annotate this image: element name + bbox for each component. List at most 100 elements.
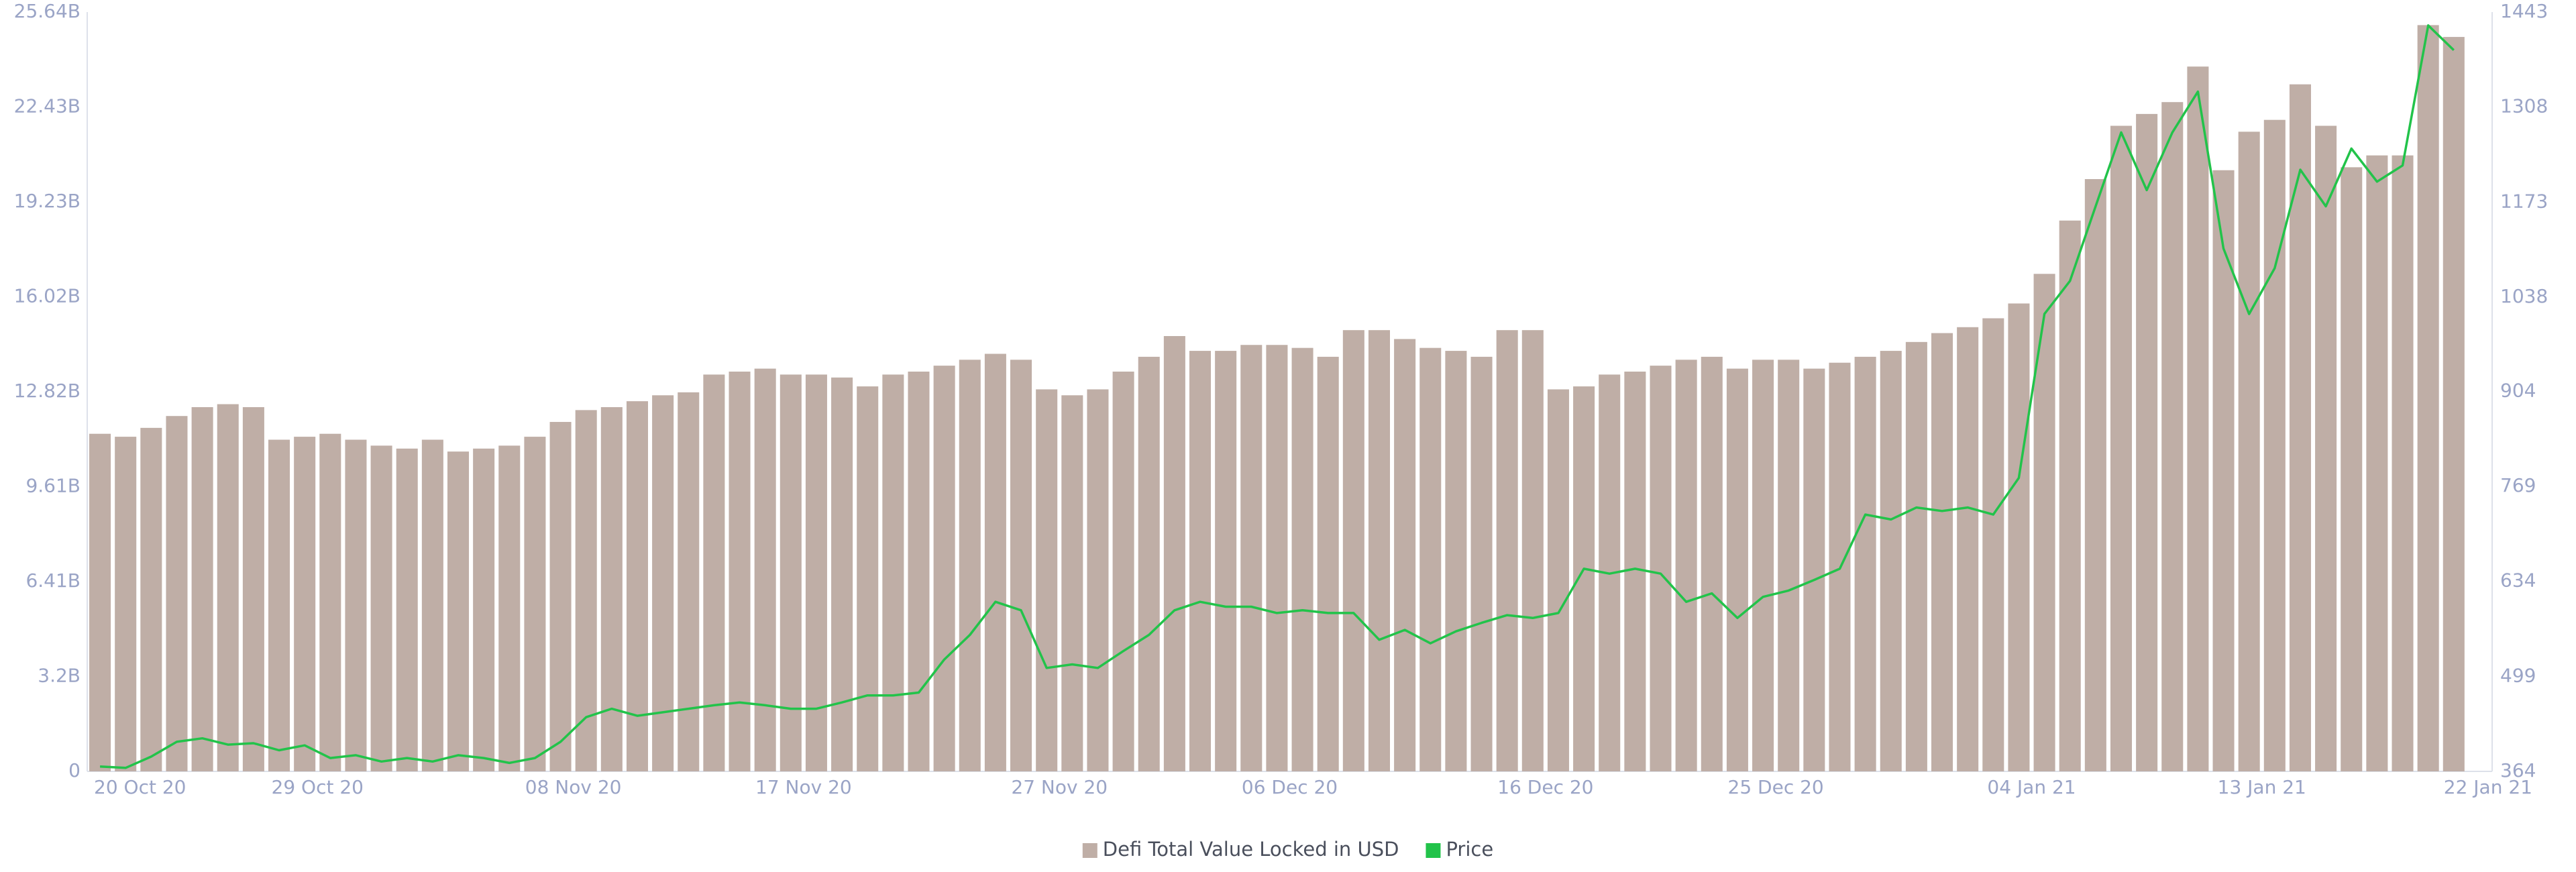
bar [1675, 360, 1697, 771]
y2-tick-label: 1308 [2500, 95, 2548, 117]
bar [575, 410, 597, 771]
y2-tick-label: 769 [2500, 474, 2536, 496]
bar [1061, 395, 1083, 771]
bar [1854, 356, 1876, 771]
bar [421, 439, 443, 771]
bar [549, 422, 572, 771]
bar [1931, 333, 1953, 771]
bar [754, 368, 776, 771]
y2-tick-label: 1443 [2500, 0, 2548, 22]
y-tick-label: 0 [68, 759, 80, 781]
bar [191, 406, 213, 771]
bar [2212, 170, 2235, 771]
legend-swatch [1426, 843, 1441, 858]
bar [959, 360, 981, 771]
bar [1317, 356, 1339, 771]
x-tick-label: 27 Nov 20 [1011, 776, 1108, 798]
bar [1650, 366, 1672, 771]
y2-tick-label: 634 [2500, 569, 2536, 592]
bar [1778, 360, 1800, 771]
bar [729, 371, 751, 771]
bar [1215, 351, 1237, 771]
bar [1138, 356, 1160, 771]
bar [600, 406, 623, 771]
y-tick-label: 3.2B [38, 665, 80, 687]
bar [1624, 371, 1646, 771]
bar [447, 451, 470, 771]
bar [1163, 335, 1185, 772]
bar [1087, 389, 1109, 771]
x-tick-label: 13 Jan 21 [2218, 776, 2306, 798]
bar [2263, 119, 2286, 772]
bar [1982, 318, 2004, 772]
bar [2366, 155, 2388, 771]
bar [780, 374, 802, 771]
bar [2136, 113, 2158, 772]
bar [345, 439, 367, 771]
bar [498, 445, 521, 771]
bar [857, 386, 879, 771]
bar [703, 374, 725, 771]
bar [1240, 345, 1263, 771]
bar [1445, 351, 1467, 771]
bar [524, 437, 546, 771]
bar [1470, 356, 1493, 771]
bar [1880, 351, 1902, 771]
x-tick-label: 04 Jan 21 [1987, 776, 2076, 798]
bar [2315, 125, 2337, 771]
bar [984, 353, 1006, 771]
bar [1368, 330, 1391, 772]
bar [1752, 360, 1774, 771]
x-tick-label: 20 Oct 20 [94, 776, 186, 798]
bar [1419, 347, 1442, 771]
bar [1010, 360, 1032, 771]
bar [1342, 330, 1364, 772]
y-tick-label: 25.64B [14, 0, 80, 22]
bar [2161, 102, 2184, 772]
legend: Defi Total Value Locked in USD Price [1082, 838, 1493, 861]
bar [89, 433, 111, 771]
bar [1112, 371, 1134, 771]
bar [2289, 84, 2311, 771]
bar [1266, 345, 1288, 771]
bar [115, 437, 137, 771]
y-tick-label: 6.41B [25, 569, 80, 592]
y2-tick-label: 499 [2500, 664, 2536, 686]
price-line [100, 24, 2455, 769]
bar [882, 374, 904, 771]
bar [242, 406, 264, 771]
y2-tick-label: 904 [2500, 379, 2536, 401]
bar [319, 433, 341, 771]
bar [396, 448, 418, 771]
bar [2341, 167, 2363, 771]
bar [473, 448, 495, 771]
bar [2392, 155, 2414, 771]
bar [294, 437, 316, 771]
bar [1701, 356, 1723, 771]
bar [166, 416, 188, 771]
bar [217, 404, 239, 771]
bar [2238, 131, 2260, 771]
bar [2417, 25, 2439, 771]
bar [652, 395, 674, 771]
bar [908, 371, 930, 771]
x-tick-label: 06 Dec 20 [1242, 776, 1338, 798]
bar [1036, 389, 1058, 771]
x-tick-label: 08 Nov 20 [525, 776, 622, 798]
legend-label: Price [1446, 838, 1493, 861]
x-tick-label: 22 Jan 21 [2444, 776, 2532, 798]
bar [933, 366, 955, 771]
bar [2443, 37, 2465, 771]
bar [805, 374, 827, 771]
bar [2084, 179, 2106, 772]
bar [831, 377, 853, 771]
x-tick-label: 29 Oct 20 [272, 776, 364, 798]
x-tick-label: 25 Dec 20 [1728, 776, 1824, 798]
bar [1547, 389, 1569, 771]
bar [1189, 351, 1212, 771]
bar [2110, 125, 2133, 771]
bar [1573, 386, 1595, 771]
bar [2008, 303, 2030, 771]
